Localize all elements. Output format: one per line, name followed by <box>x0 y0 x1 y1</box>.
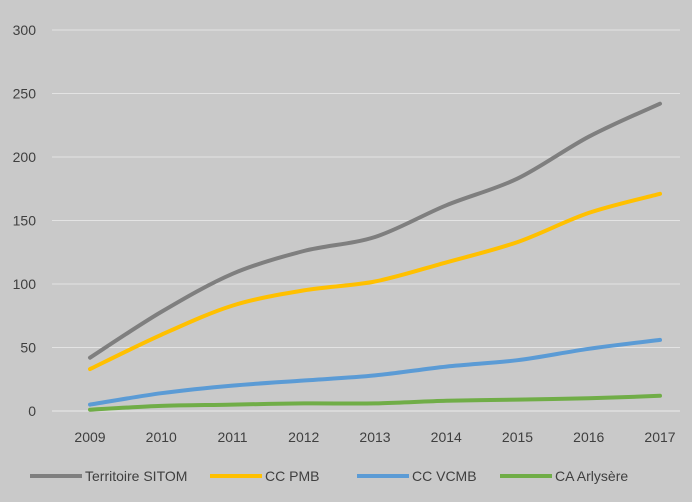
y-tick-label: 100 <box>13 276 37 292</box>
y-axis-ticks: 0 50 100 150 200 250 300 <box>13 22 37 419</box>
legend-label: CC PMB <box>265 468 319 484</box>
x-tick-label: 2016 <box>573 429 604 445</box>
y-tick-label: 50 <box>20 340 36 356</box>
x-tick-label: 2013 <box>359 429 390 445</box>
series-line-4 <box>88 393 662 412</box>
legend: Territoire SITOM CC PMB CC VCMB CA Arlysère <box>30 468 628 484</box>
series-line-1 <box>88 101 662 360</box>
y-tick-label: 200 <box>13 149 37 165</box>
x-tick-label: 2009 <box>74 429 105 445</box>
y-tick-label: 0 <box>28 403 36 419</box>
legend-label: CC VCMB <box>412 468 477 484</box>
y-tick-label: 300 <box>13 22 37 38</box>
series-line-3 <box>88 337 662 407</box>
y-tick-label: 150 <box>13 213 37 229</box>
series-lines <box>88 101 662 412</box>
x-tick-label: 2017 <box>644 429 675 445</box>
x-tick-label: 2010 <box>146 429 177 445</box>
series-line-2 <box>88 191 662 372</box>
x-tick-label: 2011 <box>217 429 247 445</box>
legend-label: Territoire SITOM <box>85 468 187 484</box>
x-tick-label: 2014 <box>431 429 462 445</box>
y-tick-label: 250 <box>13 86 37 102</box>
legend-label: CA Arlysère <box>555 468 628 484</box>
x-axis-ticks: 2009 2010 2011 2012 2013 2014 2015 2016 2017 <box>74 429 675 445</box>
x-tick-label: 2015 <box>502 429 533 445</box>
gridlines <box>52 29 680 412</box>
x-tick-label: 2012 <box>288 429 319 445</box>
